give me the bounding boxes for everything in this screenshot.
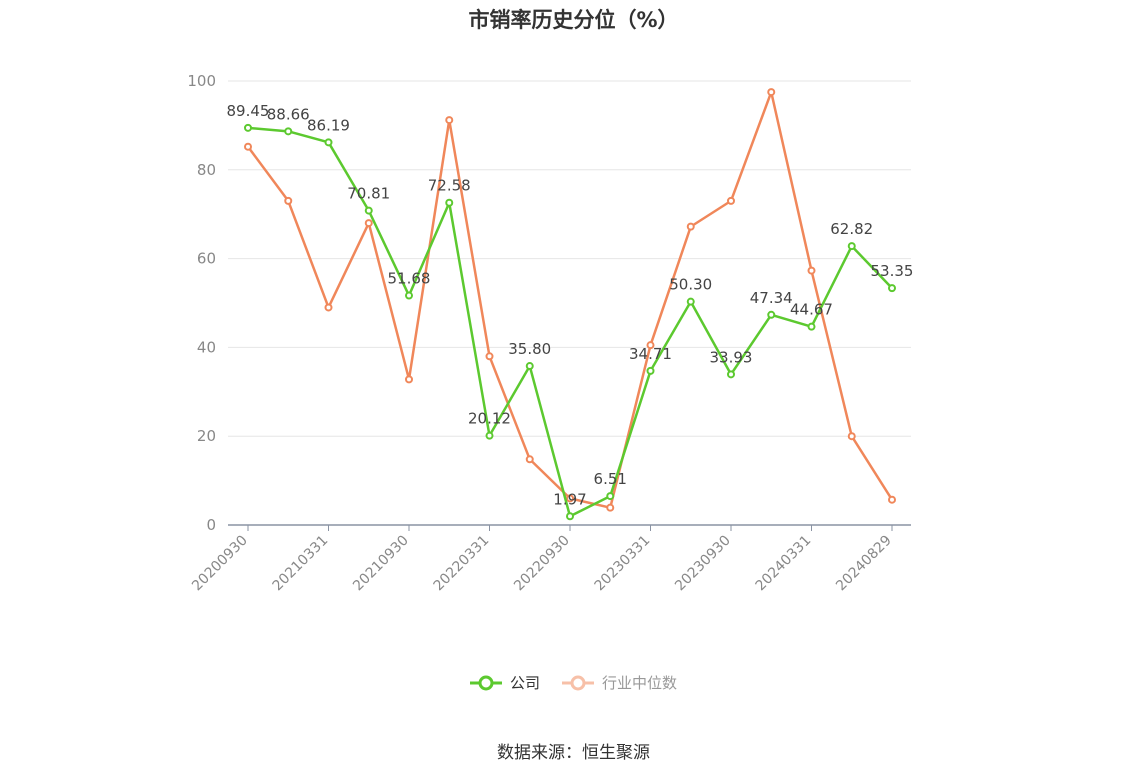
x-tick-label: 20210930: [350, 533, 412, 595]
company-series-line: [247, 126, 893, 518]
company-data-point: [888, 284, 896, 293]
data-label: 50.30: [669, 276, 712, 294]
legend-industry-marker-icon: [562, 675, 594, 690]
industry-median-data-point: [284, 196, 293, 205]
x-tick-label: 20200930: [189, 533, 251, 595]
industry-median-data-point: [485, 352, 494, 361]
data-label: 34.71: [629, 345, 672, 363]
x-tick-label: 20230930: [672, 533, 734, 595]
series-layer: [244, 88, 896, 521]
legend-company-marker-icon: [469, 675, 502, 690]
x-tick-label: 20240331: [753, 533, 815, 595]
axis-layer: 0 20 40 60 80 100 20200930 20210331 20210930 2022…: [187, 72, 911, 594]
data-label: 89.45: [227, 102, 270, 120]
industry-median-data-point: [364, 219, 373, 228]
legend-company-label: 公司: [509, 674, 540, 692]
data-source: 数据来源：恒生聚源: [497, 743, 650, 763]
y-tick-label: 100: [187, 72, 216, 90]
company-data-point: [445, 198, 454, 207]
company-data-point: [244, 123, 252, 132]
industry-median-data-point: [405, 375, 413, 384]
company-data-point: [606, 492, 615, 501]
company-data-point: [405, 291, 413, 300]
y-tick-label: 20: [197, 427, 216, 445]
company-data-point: [686, 297, 695, 306]
data-label: 53.35: [871, 262, 914, 280]
x-tick-label: 20220930: [511, 533, 573, 595]
company-data-point: [485, 431, 494, 440]
grid-layer: [228, 80, 911, 437]
industry-median-data-point: [686, 222, 695, 231]
legend: 公司 行业中位数: [0, 672, 1147, 693]
industry-median-data-point: [324, 303, 333, 312]
x-tick-label: 20210331: [270, 533, 332, 595]
data-label: 70.81: [347, 185, 390, 203]
y-tick-label: 80: [197, 161, 216, 179]
y-tick-label: 60: [197, 250, 216, 268]
company-data-point: [767, 310, 776, 319]
industry-median-data-point: [525, 455, 534, 464]
data-label: 47.34: [750, 289, 793, 307]
y-tick-label: 40: [197, 338, 216, 356]
industry-median-data-point: [646, 341, 655, 350]
data-label: 44.67: [790, 301, 833, 319]
legend-industry-label: 行业中位数: [602, 674, 678, 692]
company-data-point: [727, 370, 735, 379]
industry-median-data-point: [888, 495, 896, 504]
company-data-point: [364, 206, 373, 215]
industry-median-data-point: [847, 432, 856, 441]
company-data-point: [324, 138, 333, 147]
industry-median-data-point: [566, 494, 574, 503]
data-label: 20.12: [468, 410, 511, 428]
industry-median-data-point: [807, 266, 816, 275]
data-label: 72.58: [428, 177, 471, 195]
y-tick-label: 0: [206, 516, 216, 534]
data-label: 62.82: [830, 220, 873, 238]
company-data-point: [525, 362, 534, 371]
legend-item-industry[interactable]: 行业中位数: [562, 672, 677, 693]
data-label: 1.97: [553, 490, 586, 508]
data-label: 88.66: [267, 105, 310, 123]
x-tick-label: 20240829: [833, 533, 895, 595]
industry-median-data-point: [606, 503, 615, 512]
industry-median-data-point: [445, 116, 454, 125]
data-label: 35.80: [508, 340, 551, 358]
x-tick-label: 20230331: [592, 533, 654, 595]
legend-item-company[interactable]: 公司: [469, 672, 540, 693]
industry-median-data-point: [244, 142, 252, 151]
x-tick-label: 20220331: [431, 533, 493, 595]
company-data-point: [847, 242, 856, 251]
data-label: 51.68: [388, 270, 431, 288]
industry-median-data-point: [727, 196, 735, 205]
company-data-point: [646, 366, 655, 375]
data-label: 6.51: [594, 470, 627, 488]
chart-title: 市销率历史分位（%）: [468, 8, 679, 32]
industry-median-data-point: [767, 88, 776, 97]
company-data-point: [566, 512, 574, 521]
company-data-point: [807, 322, 816, 331]
data-label: 86.19: [307, 116, 350, 134]
company-data-point: [284, 127, 293, 136]
data-label: 33.93: [710, 348, 753, 366]
